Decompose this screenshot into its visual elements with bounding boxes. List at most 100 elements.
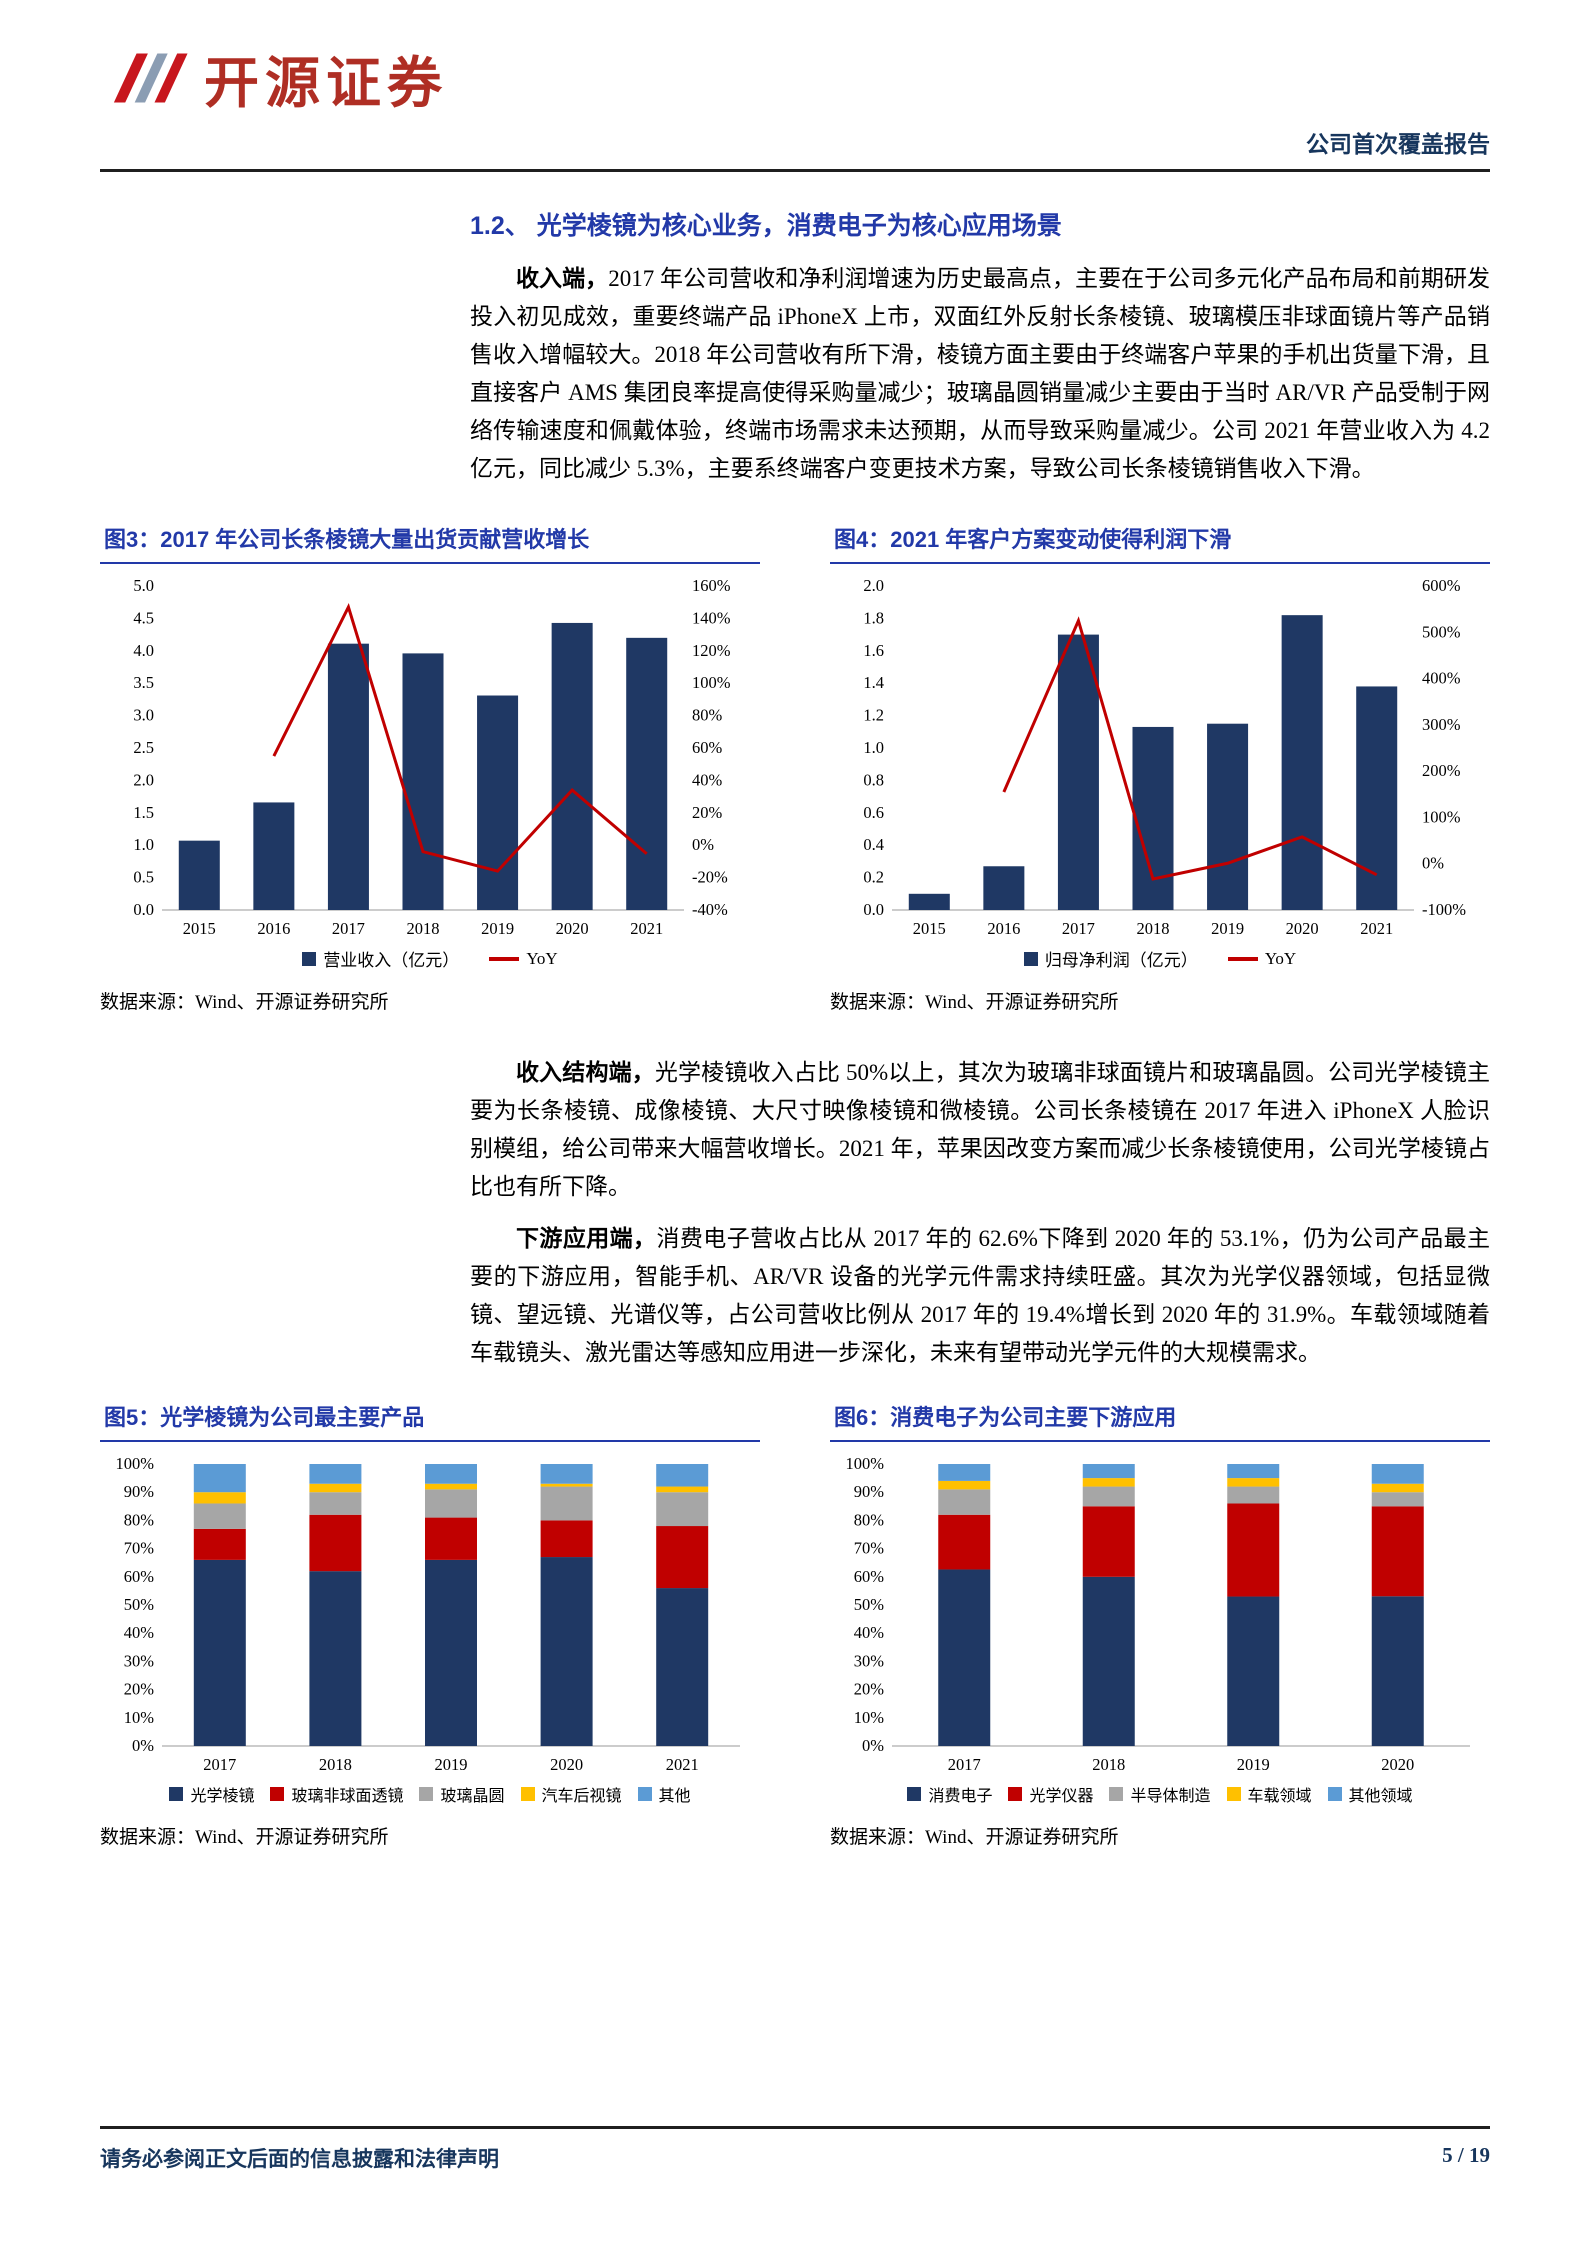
svg-text:40%: 40% — [124, 1623, 155, 1642]
legend-label: 消费电子 — [928, 1788, 993, 1805]
svg-text:20%: 20% — [692, 803, 723, 822]
svg-text:1.8: 1.8 — [863, 608, 884, 627]
svg-text:2017: 2017 — [203, 1755, 236, 1774]
svg-text:1.4: 1.4 — [863, 673, 884, 692]
svg-text:100%: 100% — [116, 1454, 155, 1473]
svg-text:2019: 2019 — [481, 919, 514, 938]
svg-text:160%: 160% — [692, 576, 731, 595]
svg-text:2019: 2019 — [435, 1755, 468, 1774]
svg-text:2020: 2020 — [1381, 1755, 1414, 1774]
svg-text:2017: 2017 — [332, 919, 365, 938]
legend-item: 半导体制造 — [1109, 1782, 1211, 1806]
svg-text:2.0: 2.0 — [863, 576, 884, 595]
paragraph-lead: 收入结构端， — [516, 1060, 655, 1085]
svg-text:0.5: 0.5 — [133, 868, 154, 887]
svg-text:2020: 2020 — [556, 919, 589, 938]
svg-text:80%: 80% — [854, 1510, 885, 1529]
svg-text:-100%: -100% — [1422, 900, 1466, 919]
svg-text:90%: 90% — [854, 1482, 885, 1501]
chart-svg: 0.0 0.5 1.0 1.5 2.0 2.5 3.0 3.5 4.0 4.5 5.0 -40% -20… — [133, 576, 731, 938]
figure-5-data-source: 数据来源：Wind、开源证券研究所 — [100, 1827, 389, 1848]
legend-label: 玻璃晶圆 — [440, 1788, 505, 1805]
svg-text:2.5: 2.5 — [133, 738, 154, 757]
svg-text:2016: 2016 — [987, 919, 1020, 938]
legend-item: YoY — [489, 949, 558, 969]
paragraph-lead: 收入端， — [516, 266, 609, 291]
svg-text:2018: 2018 — [407, 919, 440, 938]
legend-item: 归母净利润（亿元） — [1023, 946, 1198, 971]
legend-item: 玻璃非球面透镜 — [270, 1782, 403, 1806]
line-swatch-icon — [1227, 956, 1258, 961]
svg-text:2021: 2021 — [630, 919, 663, 938]
svg-text:60%: 60% — [854, 1567, 885, 1586]
figure-5: 图5：光学棱镜为公司最主要产品 0% 10% 20% 30% 40% 50% 60% 70% 8… — [100, 1400, 760, 1849]
legend-item: 消费电子 — [907, 1782, 992, 1806]
svg-text:2015: 2015 — [913, 919, 946, 938]
svg-text:120%: 120% — [692, 641, 731, 660]
legend-label: 半导体制造 — [1130, 1788, 1211, 1805]
svg-text:60%: 60% — [124, 1567, 155, 1586]
legend-item: 其他 — [637, 1782, 691, 1806]
svg-text:1.5: 1.5 — [133, 803, 154, 822]
body-paragraph-downstream: 下游应用端，消费电子营收占比从 2017 年的 62.6%下降到 2020 年的… — [470, 1220, 1490, 1372]
bar-swatch-icon — [907, 1787, 922, 1801]
figure-row-1: 图3：2017 年公司长条棱镜大量出货贡献营收增长 0.0 0.5 1.0 1.5 2.… — [100, 522, 1490, 1014]
figure-row-2: 图5：光学棱镜为公司最主要产品 0% 10% 20% 30% 40% 50% 60% 70% 8… — [100, 1400, 1490, 1849]
paragraph-text: 消费电子营收占比从 2017 年的 62.6%下降到 2020 年的 53.1%… — [470, 1226, 1491, 1365]
downstream-mix-stacked-chart: 0% 10% 20% 30% 40% 50% 60% 70% 80% 90% 100% 2017 201… — [830, 1450, 1490, 1806]
svg-text:140%: 140% — [692, 608, 731, 627]
svg-text:50%: 50% — [124, 1595, 155, 1614]
report-type-label: 公司首次覆盖报告 — [1306, 131, 1490, 157]
svg-text:200%: 200% — [1422, 761, 1461, 780]
svg-text:2017: 2017 — [1062, 919, 1095, 938]
chart-legend: 光学棱镜 玻璃非球面透镜 玻璃晶圆 汽车后视镜 其他 — [100, 1782, 760, 1806]
figure-6-caption: 图6：消费电子为公司主要下游应用 — [830, 1400, 1490, 1442]
content: 1.2、 光学棱镜为核心业务，消费电子为核心应用场景 收入端，2017 年公司营… — [100, 172, 1490, 1849]
svg-text:0%: 0% — [1422, 854, 1444, 873]
figure-4: 图4：2021 年客户方案变动使得利润下滑 0.0 0.2 0.4 0.6 0.8 1.0… — [830, 522, 1490, 1014]
svg-text:1.2: 1.2 — [863, 706, 884, 725]
svg-text:0.0: 0.0 — [133, 900, 154, 919]
paragraph-lead: 下游应用端， — [516, 1226, 657, 1251]
body-paragraph-revenue-structure: 收入结构端，光学棱镜收入占比 50%以上，其次为玻璃非球面镜片和玻璃晶圆。公司光… — [470, 1054, 1490, 1206]
svg-text:10%: 10% — [124, 1708, 155, 1727]
bar-swatch-icon — [520, 1787, 535, 1801]
svg-text:20%: 20% — [124, 1680, 155, 1699]
text-column: 1.2、 光学棱镜为核心业务，消费电子为核心应用场景 收入端，2017 年公司营… — [470, 206, 1490, 488]
legend-item: 玻璃晶圆 — [419, 1782, 505, 1806]
svg-text:2016: 2016 — [257, 919, 290, 938]
svg-text:2018: 2018 — [1137, 919, 1170, 938]
svg-text:600%: 600% — [1422, 576, 1461, 595]
legend-item: YoY — [1227, 949, 1296, 969]
figure-4-caption: 图4：2021 年客户方案变动使得利润下滑 — [830, 522, 1490, 564]
paragraph-text: 2017 年公司营收和净利润增速为历史最高点，主要在于公司多元化产品布局和前期研… — [470, 266, 1491, 481]
bar-swatch-icon — [1327, 1787, 1342, 1801]
svg-text:100%: 100% — [692, 673, 731, 692]
bar-swatch-icon — [1109, 1787, 1124, 1801]
brand: 开源证券 — [100, 38, 448, 118]
figure-6-data-source: 数据来源：Wind、开源证券研究所 — [830, 1827, 1119, 1848]
product-mix-stacked-chart: 0% 10% 20% 30% 40% 50% 60% 70% 80% 90% 100% 2017 201… — [100, 1450, 760, 1806]
svg-text:2017: 2017 — [948, 1755, 981, 1774]
svg-text:2021: 2021 — [1360, 919, 1393, 938]
legend-label: 车载领域 — [1247, 1788, 1312, 1805]
page-footer: 请务必参阅正文后面的信息披露和法律声明 5 / 19 — [100, 2126, 1490, 2173]
bar-swatch-icon — [270, 1787, 285, 1801]
svg-text:30%: 30% — [124, 1651, 155, 1670]
paragraph-text: 光学棱镜收入占比 50%以上，其次为玻璃非球面镜片和玻璃晶圆。公司光学棱镜主要为… — [470, 1060, 1490, 1199]
legend-item: 光学仪器 — [1008, 1782, 1093, 1806]
chart-svg: 0% 10% 20% 30% 40% 50% 60% 70% 80% 90% 100% 2017 201… — [116, 1454, 740, 1774]
legend-label: 其他领域 — [1348, 1788, 1413, 1805]
chart-legend: 归母净利润（亿元） YoY — [830, 946, 1490, 971]
body-paragraph-revenue: 收入端，2017 年公司营收和净利润增速为历史最高点，主要在于公司多元化产品布局… — [470, 260, 1490, 488]
legend-label: 营业收入（亿元） — [323, 951, 460, 970]
bar-swatch-icon — [302, 951, 317, 966]
bar-swatch-icon — [169, 1787, 184, 1801]
bar-swatch-icon — [419, 1787, 434, 1801]
chart-legend: 营业收入（亿元） YoY — [100, 946, 760, 971]
figure-3: 图3：2017 年公司长条棱镜大量出货贡献营收增长 0.0 0.5 1.0 1.5 2.… — [100, 522, 760, 1014]
chart-svg: 0.0 0.2 0.4 0.6 0.8 1.0 1.2 1.4 1.6 1.8 2.0 -100% 0%… — [863, 576, 1466, 938]
svg-text:0.4: 0.4 — [863, 835, 884, 854]
legend-item: 光学棱镜 — [169, 1782, 254, 1806]
svg-text:100%: 100% — [846, 1454, 885, 1473]
